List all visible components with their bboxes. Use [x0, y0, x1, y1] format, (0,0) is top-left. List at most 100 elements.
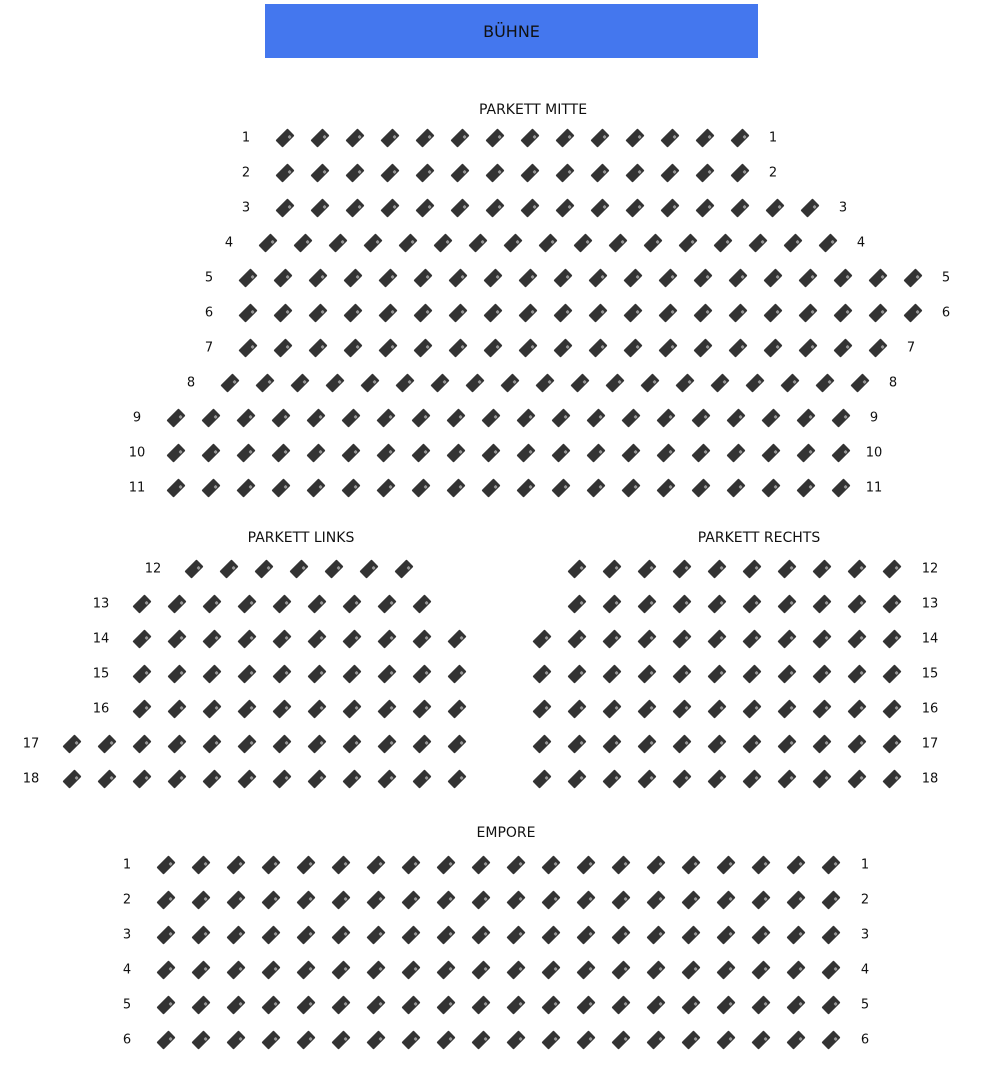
seat[interactable]	[796, 478, 816, 498]
seat[interactable]	[447, 769, 467, 789]
seat[interactable]	[541, 995, 561, 1015]
seat[interactable]	[395, 373, 415, 393]
seat[interactable]	[341, 408, 361, 428]
seat[interactable]	[660, 163, 680, 183]
seat[interactable]	[226, 890, 246, 910]
seat[interactable]	[506, 855, 526, 875]
seat[interactable]	[415, 128, 435, 148]
seat[interactable]	[226, 855, 246, 875]
seat[interactable]	[342, 699, 362, 719]
seat[interactable]	[436, 1030, 456, 1050]
seat[interactable]	[833, 268, 853, 288]
seat[interactable]	[516, 408, 536, 428]
seat[interactable]	[678, 233, 698, 253]
seat[interactable]	[310, 128, 330, 148]
seat[interactable]	[377, 629, 397, 649]
seat[interactable]	[380, 128, 400, 148]
seat[interactable]	[611, 855, 631, 875]
seat[interactable]	[307, 699, 327, 719]
seat[interactable]	[777, 734, 797, 754]
seat[interactable]	[551, 478, 571, 498]
seat[interactable]	[786, 890, 806, 910]
seat[interactable]	[503, 233, 523, 253]
seat[interactable]	[658, 268, 678, 288]
seat[interactable]	[415, 163, 435, 183]
seat[interactable]	[555, 198, 575, 218]
seat[interactable]	[821, 1030, 841, 1050]
seat[interactable]	[261, 890, 281, 910]
seat[interactable]	[306, 443, 326, 463]
seat[interactable]	[220, 373, 240, 393]
seat[interactable]	[366, 1030, 386, 1050]
seat[interactable]	[446, 478, 466, 498]
seat[interactable]	[786, 925, 806, 945]
seat[interactable]	[681, 1030, 701, 1050]
seat[interactable]	[62, 769, 82, 789]
seat[interactable]	[97, 734, 117, 754]
seat[interactable]	[742, 629, 762, 649]
seat[interactable]	[730, 128, 750, 148]
seat[interactable]	[637, 769, 657, 789]
seat[interactable]	[637, 664, 657, 684]
seat[interactable]	[254, 559, 274, 579]
seat[interactable]	[261, 995, 281, 1015]
seat[interactable]	[777, 769, 797, 789]
seat[interactable]	[481, 408, 501, 428]
seat[interactable]	[625, 128, 645, 148]
seat[interactable]	[191, 995, 211, 1015]
seat[interactable]	[289, 559, 309, 579]
seat[interactable]	[728, 303, 748, 323]
seat[interactable]	[191, 925, 211, 945]
seat[interactable]	[238, 303, 258, 323]
seat[interactable]	[468, 233, 488, 253]
seat[interactable]	[576, 890, 596, 910]
seat[interactable]	[202, 664, 222, 684]
seat[interactable]	[465, 373, 485, 393]
seat[interactable]	[236, 408, 256, 428]
seat[interactable]	[506, 995, 526, 1015]
seat[interactable]	[448, 268, 468, 288]
seat[interactable]	[296, 1030, 316, 1050]
seat[interactable]	[672, 559, 692, 579]
seat[interactable]	[847, 769, 867, 789]
seat[interactable]	[745, 373, 765, 393]
seat[interactable]	[833, 338, 853, 358]
seat[interactable]	[812, 769, 832, 789]
seat[interactable]	[156, 855, 176, 875]
seat[interactable]	[707, 664, 727, 684]
seat[interactable]	[436, 925, 456, 945]
seat[interactable]	[847, 699, 867, 719]
seat[interactable]	[366, 890, 386, 910]
seat[interactable]	[471, 1030, 491, 1050]
seat[interactable]	[637, 734, 657, 754]
seat[interactable]	[377, 664, 397, 684]
seat[interactable]	[412, 769, 432, 789]
seat[interactable]	[695, 128, 715, 148]
seat[interactable]	[237, 664, 257, 684]
seat[interactable]	[847, 594, 867, 614]
seat[interactable]	[751, 960, 771, 980]
seat[interactable]	[751, 1030, 771, 1050]
seat[interactable]	[378, 338, 398, 358]
seat[interactable]	[343, 268, 363, 288]
seat[interactable]	[532, 734, 552, 754]
seat[interactable]	[307, 629, 327, 649]
seat[interactable]	[226, 1030, 246, 1050]
seat[interactable]	[506, 960, 526, 980]
seat[interactable]	[506, 925, 526, 945]
seat[interactable]	[296, 890, 316, 910]
seat[interactable]	[646, 925, 666, 945]
seat[interactable]	[815, 373, 835, 393]
seat[interactable]	[448, 338, 468, 358]
seat[interactable]	[532, 769, 552, 789]
seat[interactable]	[271, 478, 291, 498]
seat[interactable]	[258, 233, 278, 253]
seat[interactable]	[763, 303, 783, 323]
seat[interactable]	[377, 699, 397, 719]
seat[interactable]	[783, 233, 803, 253]
seat[interactable]	[751, 890, 771, 910]
seat[interactable]	[62, 734, 82, 754]
seat[interactable]	[576, 995, 596, 1015]
seat[interactable]	[798, 268, 818, 288]
seat[interactable]	[237, 769, 257, 789]
